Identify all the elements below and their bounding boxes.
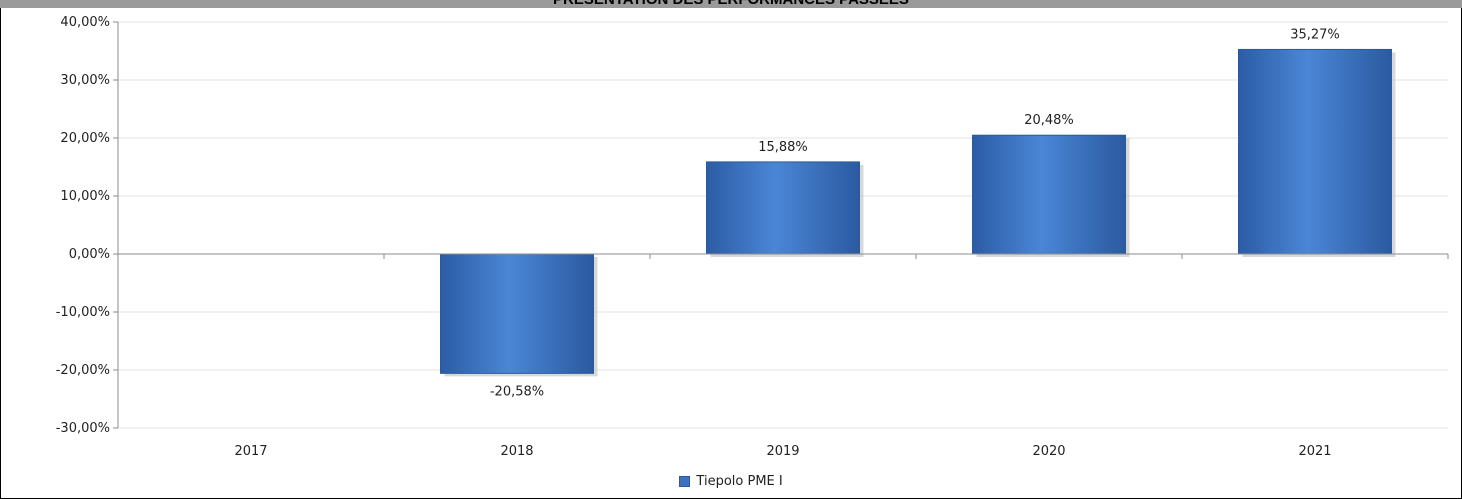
title-band: PRESENTATION DES PERFORMANCES PASSEES: [0, 0, 1462, 8]
data-label: 20,48%: [1024, 113, 1074, 128]
x-tick-label: 2018: [500, 444, 533, 459]
x-tick-label: 2017: [234, 444, 267, 459]
chart-title: PRESENTATION DES PERFORMANCES PASSEES: [0, 0, 1462, 8]
y-tick-label: -30,00%: [56, 421, 110, 436]
data-label: -20,58%: [490, 384, 544, 399]
bar: [706, 161, 860, 255]
bar: [440, 253, 594, 374]
legend: Tiepolo PME I: [0, 474, 1462, 489]
bar-chart: 40,00% 30,00% 20,00% 10,00% 0,00% -10,00% -20,…: [56, 15, 1449, 459]
data-label: 35,27%: [1290, 27, 1340, 42]
y-tick-label: 30,00%: [60, 73, 110, 88]
bar: [972, 134, 1126, 255]
bar: [1238, 48, 1392, 255]
y-tick-label: 0,00%: [69, 247, 110, 262]
y-tick-label: 10,00%: [60, 189, 110, 204]
legend-label: Tiepolo PME I: [696, 474, 783, 489]
legend-swatch: [679, 476, 691, 487]
x-tick-label: 2019: [766, 444, 799, 459]
x-tick-label: 2020: [1032, 444, 1065, 459]
y-tick-label: 20,00%: [60, 131, 110, 146]
y-tick-label: -10,00%: [56, 305, 110, 320]
x-tick-label: 2021: [1298, 444, 1331, 459]
y-tick-label: -20,00%: [56, 363, 110, 378]
y-tick-label: 40,00%: [60, 15, 110, 30]
data-label: 15,88%: [758, 140, 808, 155]
